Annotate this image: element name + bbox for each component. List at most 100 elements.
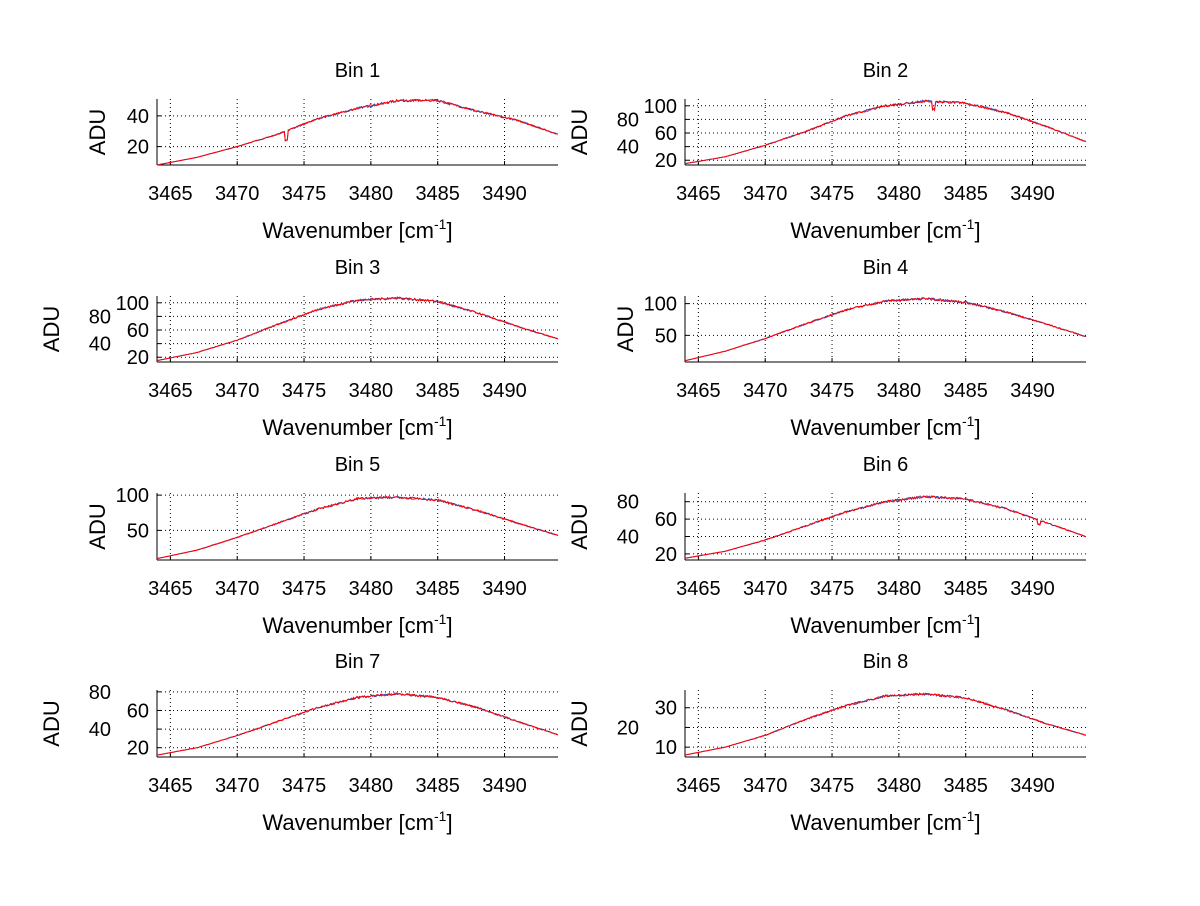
x-axis-label-end: ]: [446, 415, 452, 440]
y-tick-label: 40: [89, 719, 111, 741]
subplot-bin-5: 3465 3470 3475 3480 3485 3490 50 100 Bin 5 ADU Wav…: [85, 454, 559, 638]
x-axis-label: Wavenumber [cm-1]: [262, 216, 452, 243]
x-tick-label: 3490: [482, 775, 527, 797]
x-axis-label: Wavenumber [cm-1]: [262, 413, 452, 440]
x-axis-label-main: Wavenumber [cm: [262, 415, 434, 440]
x-tick-label: 3475: [810, 380, 855, 402]
x-tick-label: 3465: [148, 578, 193, 600]
x-axis-label-main: Wavenumber [cm: [262, 613, 434, 638]
x-tick-label: 3465: [676, 183, 721, 205]
x-tick-label: 3490: [482, 380, 527, 402]
y-tick-label: 40: [617, 137, 639, 159]
x-axis-label-end: ]: [974, 218, 980, 243]
y-tick-label: 40: [617, 527, 639, 549]
subplot-bin-4: 3465 3470 3475 3480 3485 3490 50 100 Bin 4 ADU Wav…: [613, 257, 1087, 440]
x-axis-label: Wavenumber [cm-1]: [262, 808, 452, 835]
x-tick-label: 3470: [215, 578, 260, 600]
spectrum-red-line: [684, 692, 1086, 756]
x-tick-label: 3475: [282, 183, 327, 205]
y-tick-label: 100: [116, 485, 149, 507]
spectrum-red-line: [684, 296, 1087, 362]
subplot-title: Bin 6: [863, 454, 909, 476]
spectrum-red-line: [156, 692, 559, 756]
subplot-bin-7: 3465 3470 3475 3480 3485 3490 20 40 60 80 Bin 7 ADU…: [39, 651, 559, 835]
spectrum-red-line: [684, 495, 1087, 559]
y-tick-label: 40: [89, 334, 111, 356]
y-tick-label: 60: [127, 700, 149, 722]
subplot-title: Bin 3: [335, 257, 381, 279]
y-tick-label: 20: [655, 150, 677, 172]
x-tick-label: 3490: [1010, 775, 1055, 797]
x-axis-label-superscript: -1: [962, 808, 975, 824]
subplot-title: Bin 4: [863, 257, 909, 279]
spectrum-blue-line: [156, 296, 559, 362]
subplot-title: Bin 1: [335, 60, 381, 82]
y-tick-label: 20: [617, 717, 639, 739]
spectrum-blue-line: [156, 495, 559, 560]
y-tick-label: 50: [127, 520, 149, 542]
x-tick-label: 3475: [810, 183, 855, 205]
spectrum-red-line: [684, 99, 1087, 165]
x-axis-label-superscript: -1: [434, 808, 447, 824]
x-tick-label: 3475: [282, 578, 327, 600]
x-tick-label: 3475: [282, 775, 327, 797]
y-tick-label: 20: [127, 137, 149, 159]
spectrum-red-line: [156, 296, 559, 362]
x-tick-label: 3485: [415, 183, 460, 205]
x-tick-label: 3470: [743, 775, 788, 797]
spectrum-blue-line: [684, 495, 1087, 559]
spectrum-blue-line: [684, 99, 1087, 165]
y-tick-label: 10: [655, 737, 677, 759]
subplot-bin-6: 3465 3470 3475 3480 3485 3490 20 40 60 80 Bin 6 ADU…: [567, 454, 1087, 638]
y-tick-label: 80: [89, 682, 111, 704]
x-tick-label: 3480: [877, 775, 922, 797]
x-axis-label: Wavenumber [cm-1]: [262, 611, 452, 638]
y-tick-label: 80: [617, 492, 639, 514]
x-tick-label: 3470: [215, 183, 260, 205]
x-tick-label: 3485: [415, 775, 460, 797]
x-tick-label: 3475: [282, 380, 327, 402]
subplot-title: Bin 8: [863, 651, 909, 673]
x-axis-label: Wavenumber [cm-1]: [790, 611, 980, 638]
y-tick-label: 20: [655, 544, 677, 566]
x-tick-label: 3465: [148, 775, 193, 797]
y-tick-label: 60: [655, 123, 677, 145]
x-axis-label-main: Wavenumber [cm: [790, 613, 962, 638]
y-axis-label: ADU: [567, 700, 592, 746]
x-tick-label: 3470: [743, 183, 788, 205]
spectrum-red-line: [156, 495, 559, 560]
x-tick-label: 3490: [482, 578, 527, 600]
spectrum-red-line: [156, 98, 559, 166]
y-tick-label: 60: [127, 320, 149, 342]
x-axis-label-end: ]: [974, 415, 980, 440]
subplot-title: Bin 5: [335, 454, 381, 476]
x-axis-label-end: ]: [974, 613, 980, 638]
y-tick-label: 50: [655, 325, 677, 347]
y-axis-label: ADU: [39, 700, 64, 746]
x-tick-label: 3480: [349, 380, 394, 402]
y-tick-label: 100: [116, 293, 149, 315]
x-tick-label: 3475: [810, 775, 855, 797]
x-axis-label-superscript: -1: [962, 413, 975, 429]
y-tick-label: 60: [655, 509, 677, 531]
y-tick-label: 40: [127, 106, 149, 128]
subplot-bin-8: 3465 3470 3475 3480 3485 3490 10 20 30 Bin 8 ADU Wa…: [567, 651, 1087, 835]
x-tick-label: 3470: [743, 578, 788, 600]
x-axis-label-main: Wavenumber [cm: [262, 810, 434, 835]
x-axis-label-main: Wavenumber [cm: [790, 415, 962, 440]
x-axis-label-superscript: -1: [962, 611, 975, 627]
x-axis-label-superscript: -1: [434, 413, 447, 429]
x-axis-label: Wavenumber [cm-1]: [790, 808, 980, 835]
y-tick-label: 100: [644, 294, 677, 316]
x-tick-label: 3490: [1010, 183, 1055, 205]
y-tick-label: 100: [644, 96, 677, 118]
x-tick-label: 3485: [943, 775, 988, 797]
x-tick-label: 3465: [148, 183, 193, 205]
x-tick-label: 3465: [676, 578, 721, 600]
spectrum-blue-line: [684, 297, 1087, 362]
subplot-bin-1: 3465 3470 3475 3480 3485 3490 20 40 Bin 1 ADU Wave…: [85, 60, 559, 243]
y-axis-label: ADU: [567, 109, 592, 155]
